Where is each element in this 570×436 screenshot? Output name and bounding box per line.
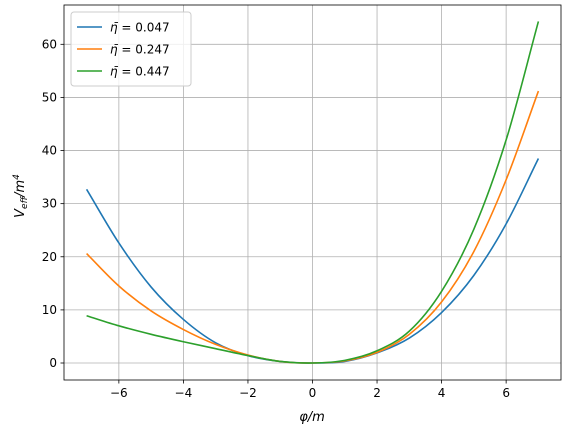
x-tick-label: 6	[502, 386, 510, 400]
x-tick-label: −4	[175, 386, 193, 400]
y-tick-label: 0	[49, 356, 57, 370]
y-axis-label: Veff/m4	[12, 174, 30, 218]
y-axis-ticks: 0 10 20 30 40 50 60	[42, 37, 64, 370]
y-tick-label: 40	[42, 144, 57, 158]
x-tick-label: 4	[438, 386, 446, 400]
x-axis-ticks: −6 −4 −2 0 2 4 6	[110, 380, 510, 400]
y-tick-label: 60	[42, 37, 57, 51]
y-tick-label: 20	[42, 250, 57, 264]
y-tick-label: 10	[42, 303, 57, 317]
y-tick-label: 50	[42, 90, 57, 104]
legend: η̄ = 0.047 η̄ = 0.247 η̄ = 0.447	[70, 11, 192, 87]
x-tick-label: −6	[110, 386, 128, 400]
grid	[64, 5, 561, 380]
x-tick-label: −2	[239, 386, 257, 400]
x-tick-label: 0	[309, 386, 317, 400]
y-tick-label: 30	[42, 197, 57, 211]
legend-label: η̄ = 0.447	[110, 65, 170, 79]
legend-label: η̄ = 0.247	[110, 43, 170, 57]
x-tick-label: 2	[373, 386, 381, 400]
legend-box	[70, 11, 192, 87]
x-axis-label: φ/m	[299, 410, 325, 425]
series-line-3	[86, 21, 540, 364]
series-lines	[85, 21, 540, 364]
legend-label: η̄ = 0.047	[110, 21, 170, 35]
